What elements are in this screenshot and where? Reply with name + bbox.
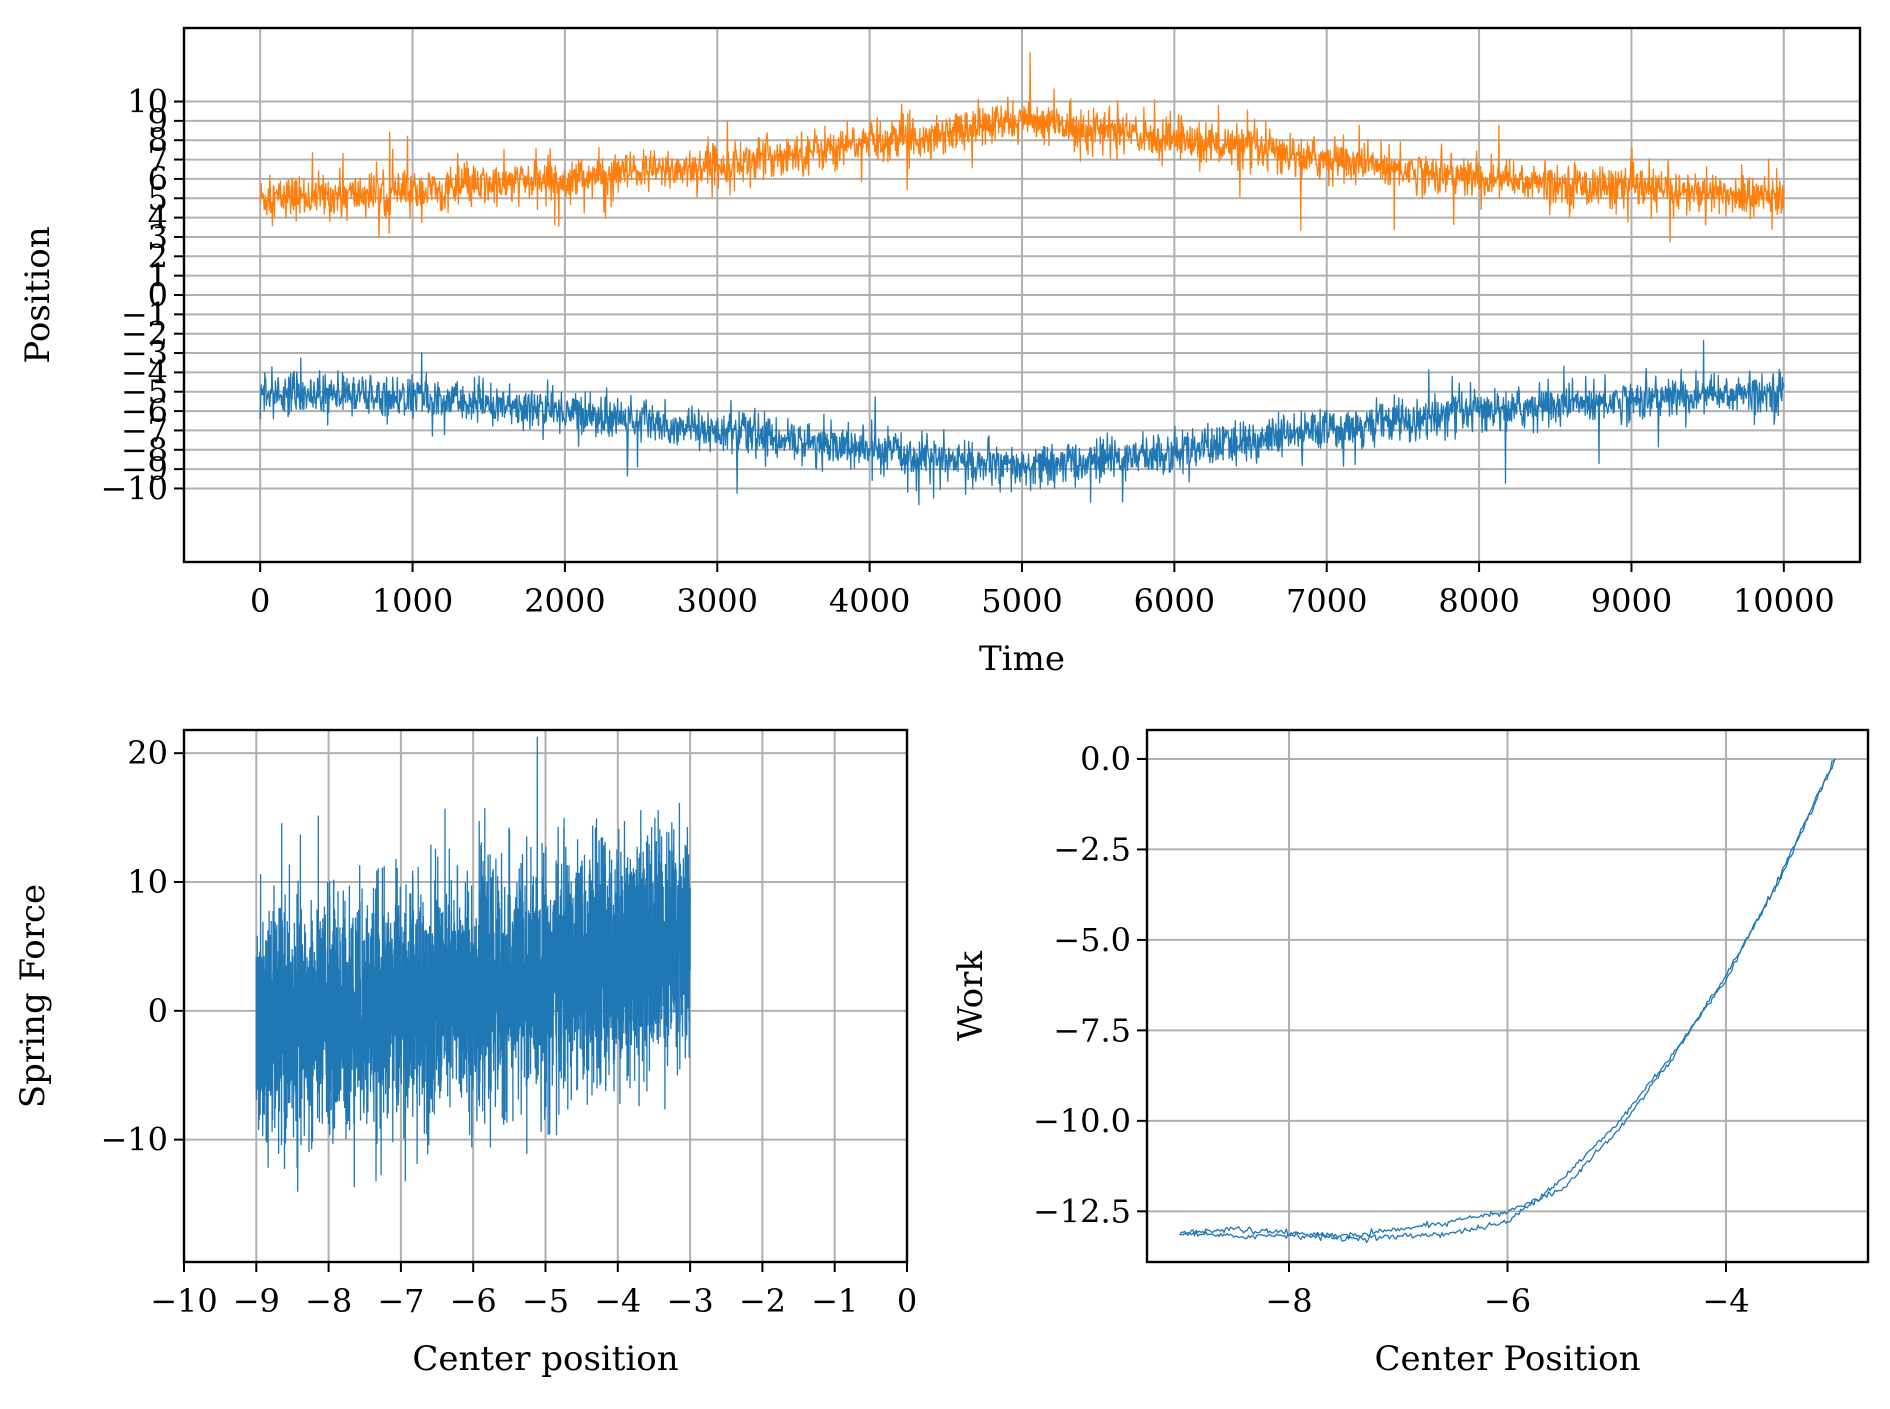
series-line-1 xyxy=(259,340,1785,506)
y-axis-label: Position xyxy=(18,226,58,363)
x-tick-label: 6000 xyxy=(1134,582,1215,620)
y-tick-label: −1 xyxy=(121,295,168,333)
x-tick-label: −1 xyxy=(811,1282,858,1320)
y-tick-label: 3 xyxy=(148,218,168,256)
x-tick-label: 2000 xyxy=(524,582,605,620)
series-line-1 xyxy=(1179,758,1836,1244)
y-tick-label: −2 xyxy=(121,315,168,353)
y-tick-label: −5.0 xyxy=(1053,921,1131,959)
series-line-0 xyxy=(255,736,691,1192)
y-tick-label: 6 xyxy=(148,160,168,198)
y-tick-label: 5 xyxy=(148,179,168,217)
x-axis-label: Center Position xyxy=(1374,1339,1640,1379)
y-tick-label: −12.5 xyxy=(1033,1192,1131,1230)
y-tick-label: −10 xyxy=(100,469,168,507)
x-tick-label: 0 xyxy=(897,1282,917,1320)
y-tick-label: −3 xyxy=(121,334,168,372)
y-tick-label: −7.5 xyxy=(1053,1011,1131,1049)
x-axis-label: Center position xyxy=(412,1339,678,1379)
y-tick-label: −10 xyxy=(100,1121,168,1159)
y-tick-label: −10.0 xyxy=(1033,1102,1131,1140)
x-tick-label: −9 xyxy=(233,1282,280,1320)
y-axis-label: Work xyxy=(951,951,991,1041)
x-tick-label: 8000 xyxy=(1438,582,1519,620)
x-tick-label: 9000 xyxy=(1591,582,1672,620)
y-tick-label: −6 xyxy=(121,392,168,430)
y-tick-label: −9 xyxy=(121,450,168,488)
series-group xyxy=(1179,758,1836,1244)
y-tick-label: −8 xyxy=(121,431,168,469)
x-tick-label: 4000 xyxy=(829,582,910,620)
panel-bottom-right-work: −8 −6 −4 0.0 −2.5 −5.0 −7.5 −10.0 −12.5 Center Po… xyxy=(951,728,1870,1379)
y-tick-label: 2 xyxy=(148,237,168,275)
x-axis-label: Time xyxy=(979,639,1065,679)
y-tick-label: 4 xyxy=(148,199,168,237)
x-tick-label: −6 xyxy=(450,1282,497,1320)
x-tick-label: −6 xyxy=(1484,1282,1531,1320)
y-tick-label: −4 xyxy=(121,353,168,391)
x-tick-label: 3000 xyxy=(677,582,758,620)
y-tick-label: 0 xyxy=(148,992,168,1030)
y-tick-label: −2.5 xyxy=(1053,830,1131,868)
x-tick-label: −8 xyxy=(305,1282,352,1320)
y-tick-label: −5 xyxy=(121,373,168,411)
series-group xyxy=(255,736,691,1192)
series-group xyxy=(259,51,1785,506)
x-tick-label: −7 xyxy=(377,1282,424,1320)
x-tick-label: −4 xyxy=(1702,1282,1749,1320)
x-tick-label: −2 xyxy=(739,1282,786,1320)
panel-top-position-vs-time: 0 1000 2000 3000 4000 5000 6000 7000 8000 9000 100… xyxy=(18,26,1862,679)
y-tick-label: 9 xyxy=(148,102,168,140)
y-axis-label: Spring Force xyxy=(13,884,53,1108)
y-tick-label: 1 xyxy=(148,257,168,295)
x-tick-label: −10 xyxy=(150,1282,218,1320)
y-tick-label: 0 xyxy=(148,276,168,314)
x-tick-label: −5 xyxy=(522,1282,569,1320)
y-tick-label: −7 xyxy=(121,411,168,449)
x-tick-label: 7000 xyxy=(1286,582,1367,620)
x-tick-label: −3 xyxy=(667,1282,714,1320)
y-tick-label: 10 xyxy=(127,863,168,901)
x-tick-label: 10000 xyxy=(1733,582,1835,620)
y-tick-label: 20 xyxy=(127,734,168,772)
x-tick-label: 0 xyxy=(250,582,270,620)
x-tick-label: 1000 xyxy=(372,582,453,620)
y-tick-label: 8 xyxy=(148,121,168,159)
grid-lines xyxy=(1147,730,1868,1262)
series-line-0 xyxy=(259,51,1785,243)
x-tick-label: −4 xyxy=(594,1282,641,1320)
x-tick-label: 5000 xyxy=(981,582,1062,620)
y-tick-label: 0.0 xyxy=(1080,740,1131,778)
y-tick-label: 7 xyxy=(148,141,168,179)
y-tick-label: 10 xyxy=(127,83,168,121)
x-tick-label: −8 xyxy=(1265,1282,1312,1320)
